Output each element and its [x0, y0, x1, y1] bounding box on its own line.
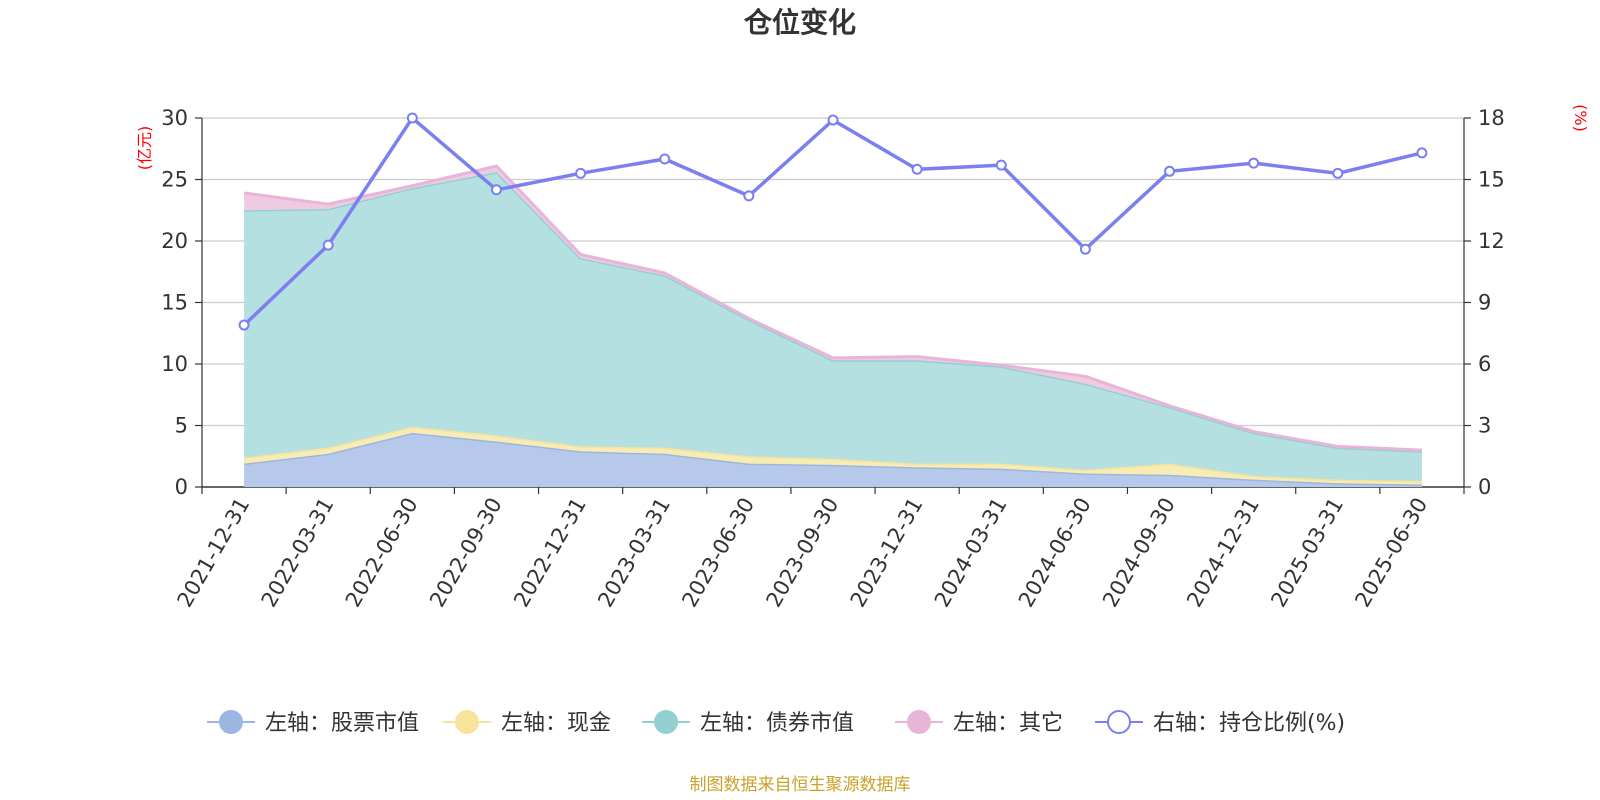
area-edge-4 — [243, 164, 1422, 452]
right-tick-label: 0 — [1478, 475, 1491, 499]
right-tick-label: 9 — [1478, 291, 1491, 315]
ratio-point — [406, 112, 418, 124]
ratio-point — [575, 167, 587, 179]
ratio-point — [1332, 167, 1344, 179]
x-tick-label: 2023-09-30 — [762, 494, 844, 612]
ratio-point — [911, 163, 923, 175]
x-tick-label: 2024-09-30 — [1098, 494, 1180, 612]
left-tick-label: 20 — [161, 229, 188, 253]
ratio-point — [490, 184, 502, 196]
x-tick-label: 2023-06-30 — [677, 494, 759, 612]
right-tick-label: 3 — [1478, 414, 1491, 438]
x-tick-label: 2022-12-31 — [509, 494, 591, 612]
legend-marker — [654, 710, 678, 734]
ratio-point — [1164, 165, 1176, 177]
left-axis-unit: (亿元) — [135, 126, 154, 171]
ratio-point — [743, 190, 755, 202]
legend-marker — [907, 710, 931, 734]
ratio-point — [1416, 147, 1428, 159]
x-tick-label: 2024-06-30 — [1014, 494, 1096, 612]
x-tick-label: 2023-03-31 — [593, 494, 675, 612]
ratio-point — [238, 319, 250, 331]
left-tick-label: 10 — [161, 352, 188, 376]
ratio-point — [1079, 243, 1091, 255]
left-tick-label: 30 — [161, 106, 188, 130]
legend-label: 左轴：其它 — [953, 711, 1063, 736]
legend-label: 左轴：现金 — [501, 711, 611, 736]
x-tick-label: 2021-12-31 — [173, 494, 255, 612]
right-tick-label: 6 — [1478, 352, 1491, 376]
legend-label: 右轴：持仓比例(%) — [1153, 711, 1345, 736]
x-tick-label: 2025-06-30 — [1350, 494, 1432, 612]
ratio-point — [995, 159, 1007, 171]
stacked-areas — [243, 164, 1422, 487]
ratio-point — [1248, 157, 1260, 169]
ratio-point — [322, 239, 334, 251]
chart-title: 仓位变化 — [744, 6, 856, 39]
legend-marker — [455, 710, 479, 734]
source-note: 制图数据来自恒生聚源数据库 — [690, 775, 911, 795]
left-tick-label: 15 — [161, 291, 188, 315]
left-tick-label: 0 — [175, 475, 188, 499]
right-tick-label: 12 — [1478, 229, 1505, 253]
legend-label: 左轴：股票市值 — [265, 711, 419, 736]
left-tick-label: 25 — [161, 168, 188, 192]
x-tick-label: 2022-03-31 — [257, 494, 339, 612]
area-series-3 — [244, 172, 1422, 481]
legend-label: 左轴：债券市值 — [700, 711, 854, 736]
x-tick-label: 2024-12-31 — [1182, 494, 1264, 612]
x-tick-label: 2022-09-30 — [425, 494, 507, 612]
right-axis-unit: (%) — [1571, 104, 1590, 132]
right-tick-label: 18 — [1478, 106, 1505, 130]
right-tick-label: 15 — [1478, 168, 1505, 192]
ratio-line-layer — [238, 112, 1428, 331]
ratio-point — [659, 153, 671, 165]
legend-marker — [1107, 710, 1131, 734]
x-tick-label: 2025-03-31 — [1266, 494, 1348, 612]
x-tick-label: 2022-06-30 — [341, 494, 423, 612]
x-tick-label: 2024-03-31 — [930, 494, 1012, 612]
left-tick-label: 5 — [175, 414, 188, 438]
ratio-point — [827, 114, 839, 126]
legend-marker — [219, 710, 243, 734]
legend: 左轴：股票市值 左轴：现金 左轴：债券市值 左轴：其它 右轴：持仓比例(%) — [207, 710, 1345, 736]
x-tick-label: 2023-12-31 — [846, 494, 928, 612]
